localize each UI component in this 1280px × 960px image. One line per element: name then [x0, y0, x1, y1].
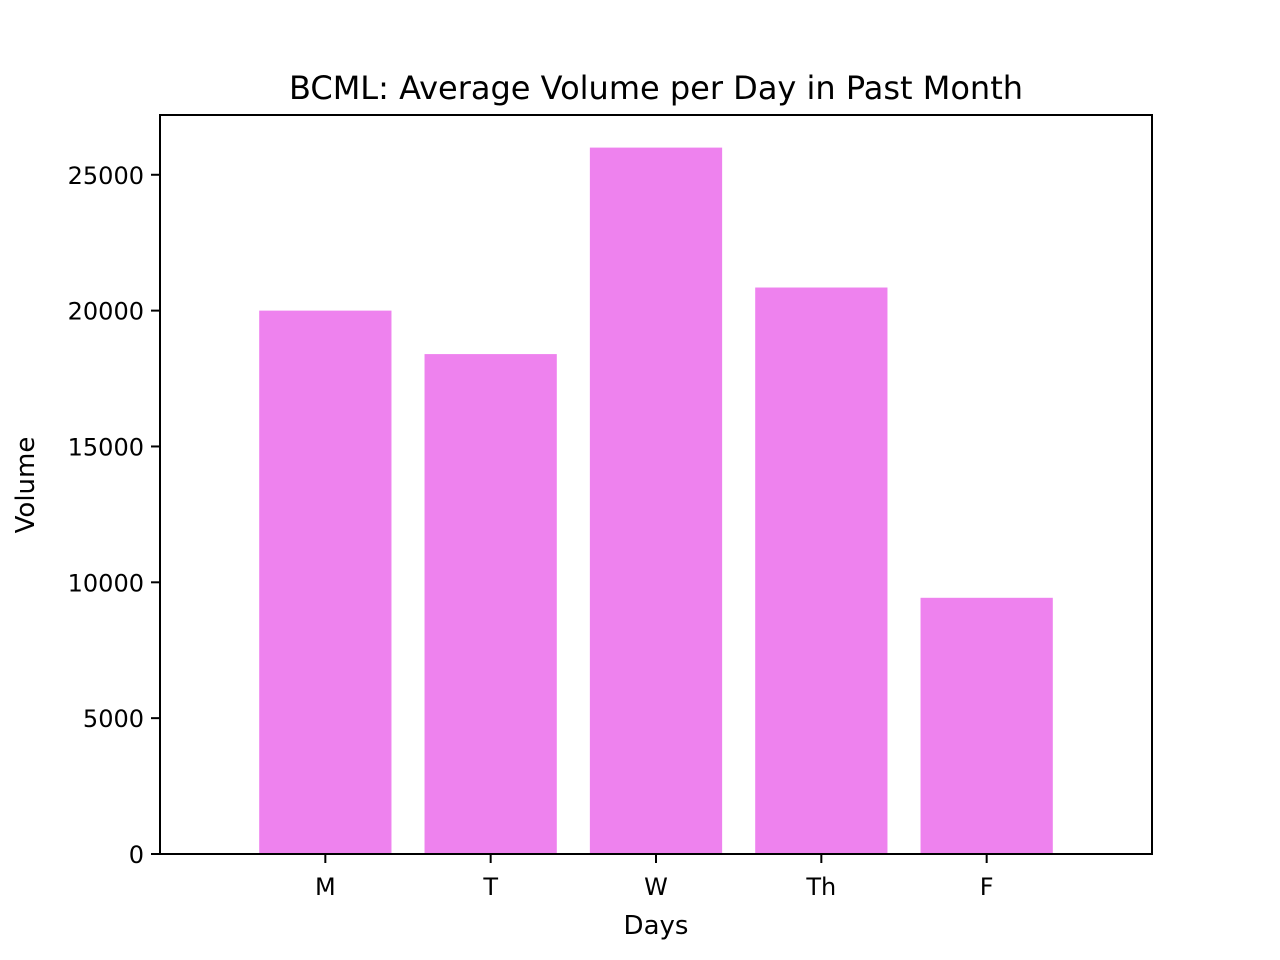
x-axis-ticks: M T W Th F — [315, 854, 994, 901]
bar-m — [259, 310, 392, 854]
x-tick-label: F — [980, 873, 994, 901]
bar-th — [755, 287, 888, 854]
x-tick-label: T — [482, 873, 498, 901]
x-tick-label: M — [315, 873, 336, 901]
chart-title: BCML: Average Volume per Day in Past Mon… — [289, 69, 1023, 107]
bar-w — [589, 147, 723, 855]
x-tick-label: Th — [805, 873, 836, 901]
y-tick-label: 10000 — [68, 569, 144, 597]
y-tick-label: 0 — [129, 841, 144, 869]
y-tick-label: 20000 — [68, 298, 144, 326]
bar-t — [424, 354, 557, 854]
bar-f — [920, 597, 1053, 854]
x-tick-label: W — [644, 873, 668, 901]
y-axis-ticks: 0 5000 10000 15000 20000 25000 — [68, 162, 160, 869]
x-axis-label: Days — [624, 911, 689, 941]
y-tick-label: 15000 — [68, 433, 144, 461]
y-tick-label: 25000 — [68, 162, 144, 190]
y-axis-label: Volume — [11, 437, 41, 534]
bars-layer — [259, 147, 1053, 855]
y-tick-label: 5000 — [83, 705, 144, 733]
